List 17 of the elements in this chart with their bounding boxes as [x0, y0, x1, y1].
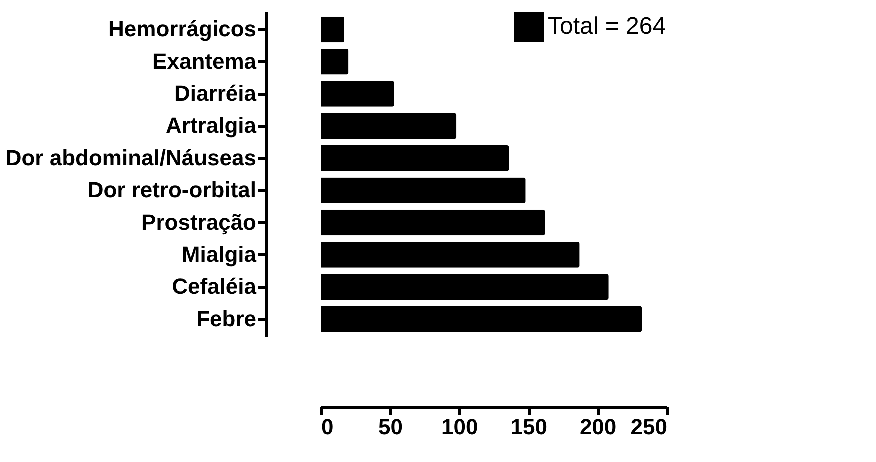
x-tick-label: 150 — [510, 414, 548, 440]
y-tick-label: Artralgia — [166, 113, 258, 138]
y-tick-label: Dor retro-orbital — [88, 178, 256, 203]
y-tick-label: Prostração — [142, 210, 256, 235]
y-tick-label: Cefaléia — [172, 274, 258, 300]
x-tick-label: 50 — [378, 414, 403, 440]
x-tick-label: 0 — [322, 414, 334, 440]
y-tick-label: Mialgia — [182, 242, 258, 267]
y-tick-label: Dor abdominal/Náuseas — [6, 145, 256, 170]
x-tick-label: 250 — [630, 414, 668, 440]
y-tick-label: Hemorrágicos — [108, 16, 256, 42]
y-tick-label: Diarréia — [174, 81, 258, 106]
legend-label: Total = 264 — [548, 13, 666, 40]
x-tick-label: 100 — [442, 414, 478, 440]
x-tick-label: 200 — [580, 414, 617, 440]
y-tick-label: Exantema — [152, 48, 258, 74]
y-tick-label: Febre — [196, 306, 256, 332]
